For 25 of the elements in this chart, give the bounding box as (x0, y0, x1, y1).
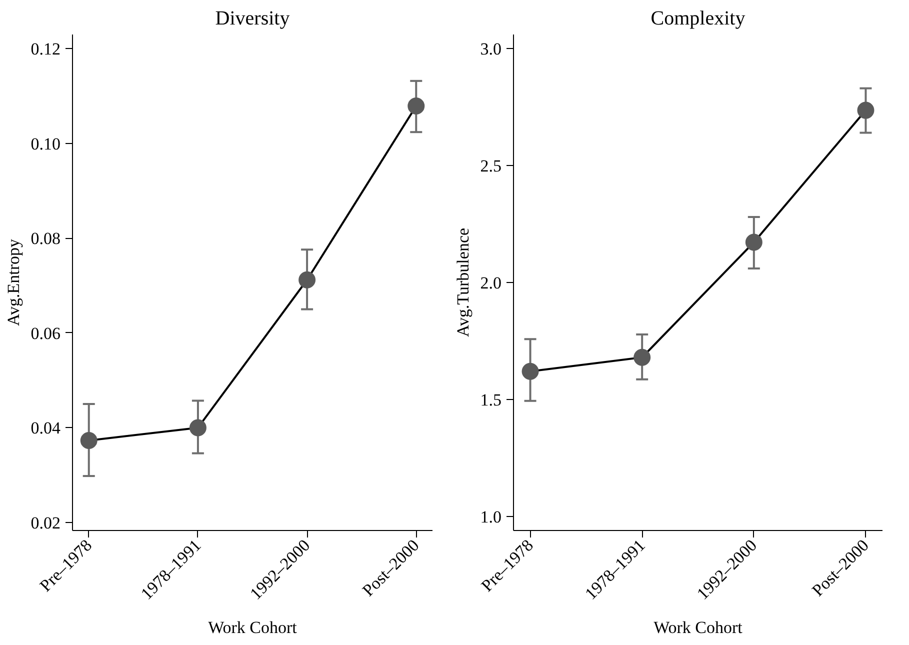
chart-title: Complexity (650, 8, 746, 30)
chart-title: Diversity (215, 8, 290, 30)
y-tick-label: 0.08 (30, 229, 60, 248)
y-tick-label: 2.5 (480, 156, 502, 176)
y-tick-label: 2.0 (480, 274, 502, 292)
y-tick-label: 0.12 (30, 40, 60, 59)
point (80, 432, 98, 449)
point (189, 419, 206, 436)
y-tick-label: 1.0 (480, 507, 502, 526)
x-axis-title: Work Cohort (654, 618, 743, 638)
x-axis-title: Work Cohort (208, 618, 298, 638)
y-tick-label: 0.02 (30, 513, 60, 532)
y-tick-label: 3.0 (480, 40, 502, 59)
point (857, 102, 874, 119)
y-tick-label: 1.5 (480, 390, 502, 410)
point (634, 348, 651, 366)
point (298, 271, 316, 288)
point (408, 98, 425, 115)
y-axis-title: Avg.Entropy (4, 238, 23, 326)
y-axis-title: Avg.Turbulence (453, 228, 472, 338)
y-tick-label: 0.10 (30, 134, 60, 154)
y-tick-label: 0.06 (30, 324, 60, 343)
point (745, 234, 762, 251)
point (522, 362, 539, 380)
y-tick-label: 0.04 (30, 418, 61, 438)
